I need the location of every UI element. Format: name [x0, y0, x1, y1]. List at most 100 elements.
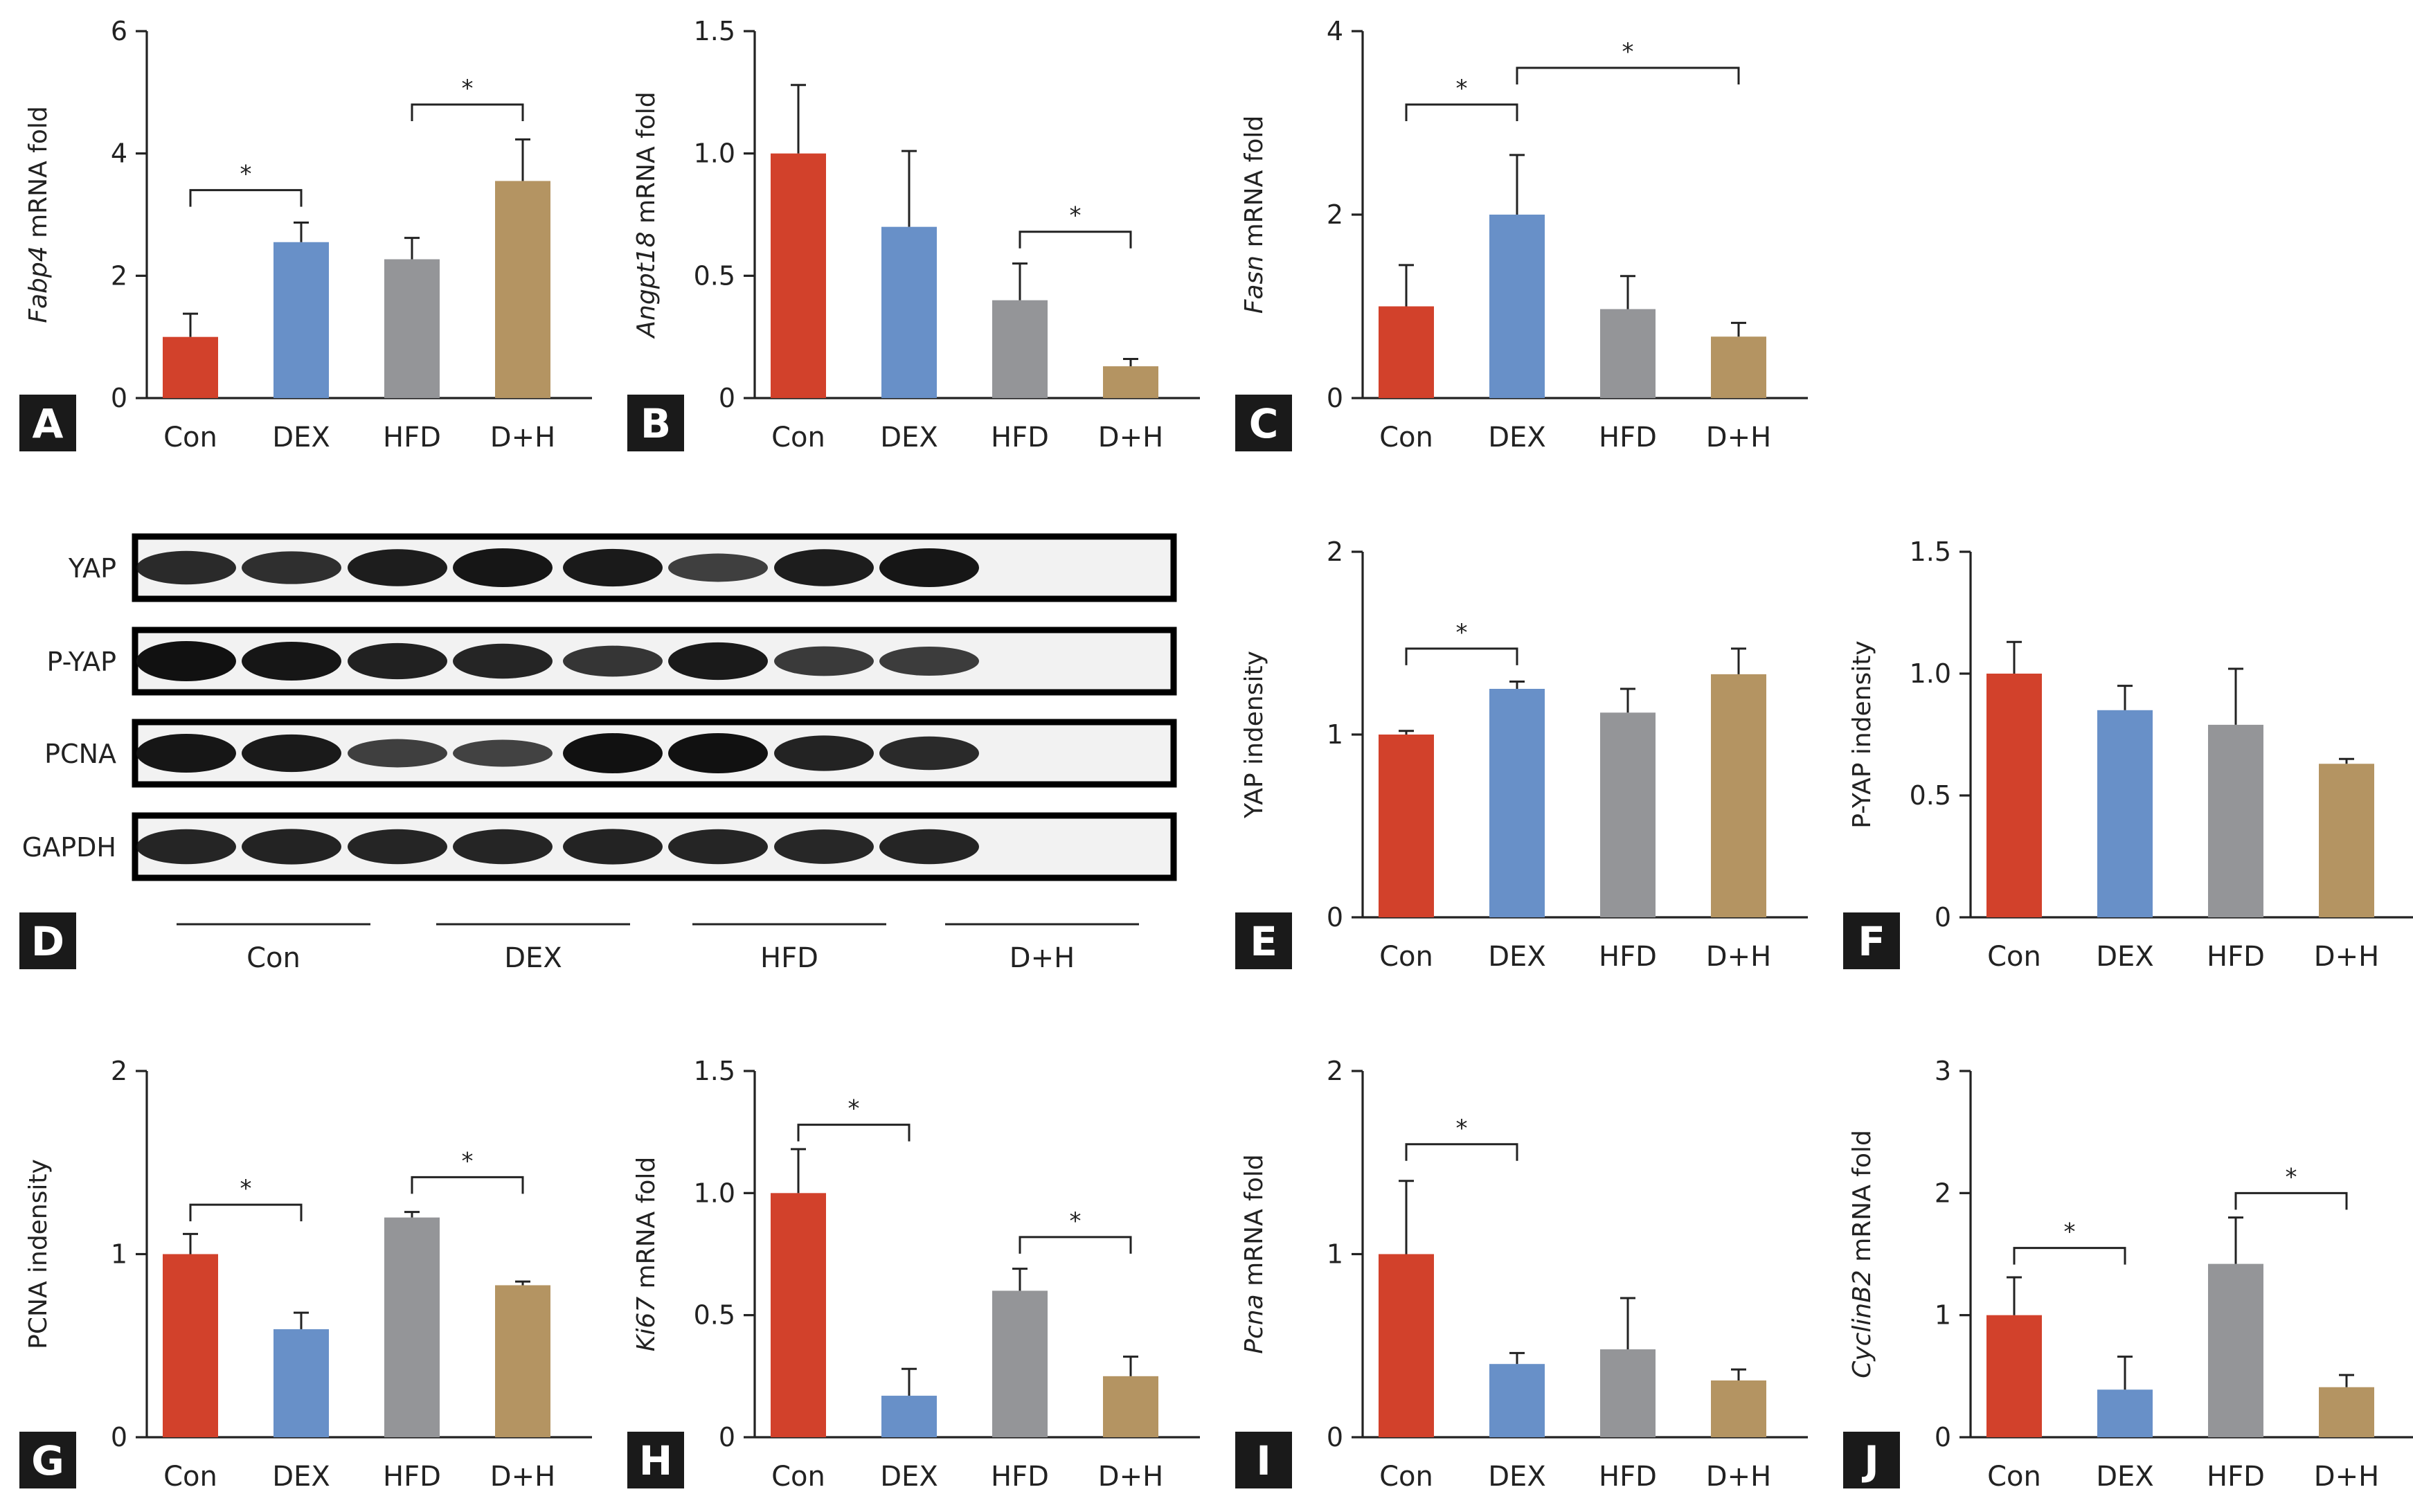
blot-band: [563, 548, 663, 587]
bar-D+H: [495, 1285, 550, 1437]
bar-HFD: [1600, 712, 1656, 917]
y-tick-label: 2: [1327, 199, 1343, 230]
blot-band: [774, 646, 874, 676]
category-label: DEX: [2096, 941, 2153, 973]
blot-band: [879, 736, 979, 771]
category-label: D+H: [1706, 1461, 1771, 1493]
category-label: Con: [163, 1461, 217, 1493]
y-axis-label: YAP indensity: [1240, 651, 1268, 819]
y-axis-label-gene: Pcna: [1240, 1294, 1268, 1353]
y-tick-label: 1: [1935, 1300, 1951, 1331]
panel-label-J: J: [1843, 1432, 1900, 1488]
bar-DEX: [881, 226, 937, 398]
panel-label-box: [1235, 912, 1292, 969]
y-tick-label: 0: [1327, 1422, 1343, 1452]
significance-star: *: [462, 1147, 474, 1175]
blot-band: [453, 548, 553, 588]
panel-label-box: [627, 395, 684, 451]
y-tick-label: 1.5: [694, 16, 735, 46]
y-tick-label: 0: [1935, 1422, 1951, 1452]
blot-band: [453, 739, 553, 767]
bar-Con: [1986, 1315, 2042, 1437]
blot-row-label: P-YAP: [47, 647, 116, 677]
category-label: HFD: [991, 1461, 1049, 1493]
panel-label-A: A: [19, 395, 76, 451]
panel-label-I: I: [1235, 1432, 1292, 1488]
y-tick-label: 2: [1327, 1056, 1343, 1086]
panel-label-box: [1843, 1432, 1900, 1488]
bar-HFD: [992, 1290, 1048, 1437]
category-label: DEX: [272, 422, 330, 453]
bar-Con: [163, 336, 218, 398]
bar-HFD: [992, 300, 1048, 398]
blot-band: [242, 551, 341, 584]
bar-DEX: [881, 1396, 937, 1437]
blot-band: [774, 829, 874, 864]
y-axis-label-text: mRNA fold: [632, 91, 661, 231]
panel-label-text: C: [1249, 400, 1279, 447]
y-tick-label: 2: [1327, 537, 1343, 567]
y-tick-label: 0.5: [694, 1300, 735, 1331]
y-axis-label-text: mRNA fold: [1240, 116, 1268, 255]
significance-bracket: [2234, 1191, 2348, 1210]
category-label: D+H: [490, 422, 555, 453]
significance-bracket: [2013, 1247, 2126, 1265]
chart-C: 0 2 4 Fasn mRNA fold Con DEX HFD D+H * *: [1240, 16, 1808, 453]
blot-row-YAP: YAP: [68, 533, 1177, 602]
panel-label-H: H: [627, 1432, 684, 1488]
category-label: DEX: [1488, 941, 1545, 973]
y-tick-label: 6: [111, 16, 127, 46]
category-label: Con: [771, 1461, 825, 1493]
y-axis-label-gene: CyclinB2: [1848, 1270, 1876, 1378]
blot-row-GAPDH: GAPDH: [22, 812, 1177, 881]
panel-label-E: E: [1235, 912, 1292, 969]
y-axis-label-text: PCNA indensity: [24, 1159, 53, 1349]
bar-HFD: [2208, 1263, 2263, 1437]
bar-DEX: [1489, 1364, 1545, 1437]
y-tick-label: 1.5: [1910, 537, 1951, 567]
bar-Con: [1986, 674, 2042, 917]
y-axis-label-text: mRNA fold: [632, 1157, 661, 1297]
blot-band: [136, 733, 236, 773]
western-blot: YAP P-YAP PCNA GAPDH Con DEX HFD D+H: [22, 533, 1177, 974]
category-label: Con: [771, 422, 825, 453]
category-label: HFD: [991, 422, 1049, 453]
significance-bracket: [189, 1203, 303, 1222]
bar-Con: [771, 1193, 826, 1437]
category-label: D+H: [1706, 422, 1771, 453]
significance-star: *: [848, 1095, 860, 1123]
bar-D+H: [1711, 336, 1766, 398]
y-axis-label-text: P-YAP indensity: [1848, 640, 1876, 828]
chart-J: 0 1 2 3 CyclinB2 mRNA fold Con DEX HFD D+H * *: [1848, 1056, 2413, 1493]
blot-band: [348, 549, 447, 586]
blot-band: [242, 829, 341, 865]
bar-D+H: [1103, 366, 1158, 398]
significance-star: *: [462, 75, 474, 102]
bar-DEX: [273, 242, 329, 398]
blot-band: [242, 641, 341, 681]
significance-bracket: [1019, 1236, 1132, 1254]
bar-DEX: [1489, 689, 1545, 917]
y-axis-label: P-YAP indensity: [1848, 640, 1876, 828]
chart-F: 0 0.5 1.0 1.5 P-YAP indensity Con DEX HFD D+H: [1848, 537, 2413, 973]
y-axis-label-gene: Fasn: [1240, 255, 1268, 314]
panel-label-G: G: [19, 1432, 76, 1488]
panel-label-box: [1843, 912, 1900, 969]
blot-band: [348, 829, 447, 865]
category-label: DEX: [1488, 422, 1545, 453]
category-label: D+H: [1098, 422, 1163, 453]
blot-band: [348, 739, 447, 768]
panel-label-box: [1235, 395, 1292, 451]
blot-band: [879, 548, 979, 588]
blot-band: [136, 550, 236, 585]
y-tick-label: 1: [1327, 719, 1343, 750]
blot-group-label: DEX: [504, 942, 562, 974]
bar-HFD: [2208, 724, 2263, 917]
category-label: D+H: [2314, 941, 2379, 973]
chart-E: 0 1 2 YAP indensity Con DEX HFD D+H *: [1240, 537, 1808, 973]
y-tick-label: 1.0: [694, 1178, 735, 1208]
category-label: D+H: [2314, 1461, 2379, 1493]
y-tick-label: 0: [111, 1422, 127, 1452]
y-tick-label: 1.0: [694, 138, 735, 169]
chart-A: 0 2 4 6 Fabp4 mRNA fold Con DEX HFD D+H * *: [24, 16, 592, 453]
